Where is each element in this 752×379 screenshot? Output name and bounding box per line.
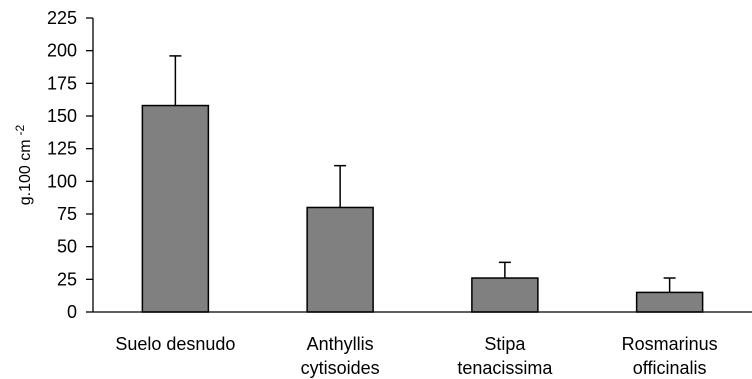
error-bars [169, 55, 676, 293]
bar [471, 277, 539, 313]
y-tick-label: 75 [57, 204, 77, 224]
y-axis-title-text: g.100 cm [17, 139, 34, 205]
x-tick-label-line: cytisoides [301, 358, 380, 378]
y-tick-label: 125 [47, 139, 77, 159]
x-tick-label-line: officinalis [633, 358, 707, 378]
y-tick-label: 0 [67, 302, 77, 322]
x-tick-label-line: tenacissima [457, 358, 553, 378]
x-tick-label: Rosmarinus officinalis [622, 334, 718, 378]
y-tick-label: 100 [47, 171, 77, 191]
x-tick-label-line: Stipa [484, 334, 526, 354]
axes [92, 18, 752, 313]
x-tick-label: Suelo desnudo [115, 334, 235, 354]
x-tick-label-line: Suelo desnudo [115, 334, 235, 354]
y-tick-label: 150 [47, 106, 77, 126]
y-tick-label: 25 [57, 269, 77, 289]
x-tick-label-line: Rosmarinus [622, 334, 718, 354]
x-tick-label-line: Anthyllis [307, 334, 374, 354]
y-axis-title: g.100 cm -2 [13, 124, 34, 205]
y-axis-title-group: g.100 cm -2 [13, 124, 34, 205]
y-tick-label: 175 [47, 73, 77, 93]
bars [141, 104, 704, 313]
y-tick-label: 50 [57, 237, 77, 257]
x-tick-label: Anthyllis cytisoides [301, 334, 380, 378]
y-tick-label: 200 [47, 41, 77, 61]
bar [141, 104, 210, 313]
x-axis-labels: Suelo desnudo Anthyllis cytisoides Stipa ten… [115, 334, 717, 378]
y-tick-label: 225 [47, 8, 77, 28]
bar [306, 206, 374, 313]
bar [635, 291, 704, 313]
y-axis-ticks: 0 25 50 75 100 125 150 175 200 225 [47, 8, 93, 322]
y-axis-title-superscript: -2 [13, 124, 27, 135]
x-tick-label: Stipa tenacissima [457, 334, 553, 378]
